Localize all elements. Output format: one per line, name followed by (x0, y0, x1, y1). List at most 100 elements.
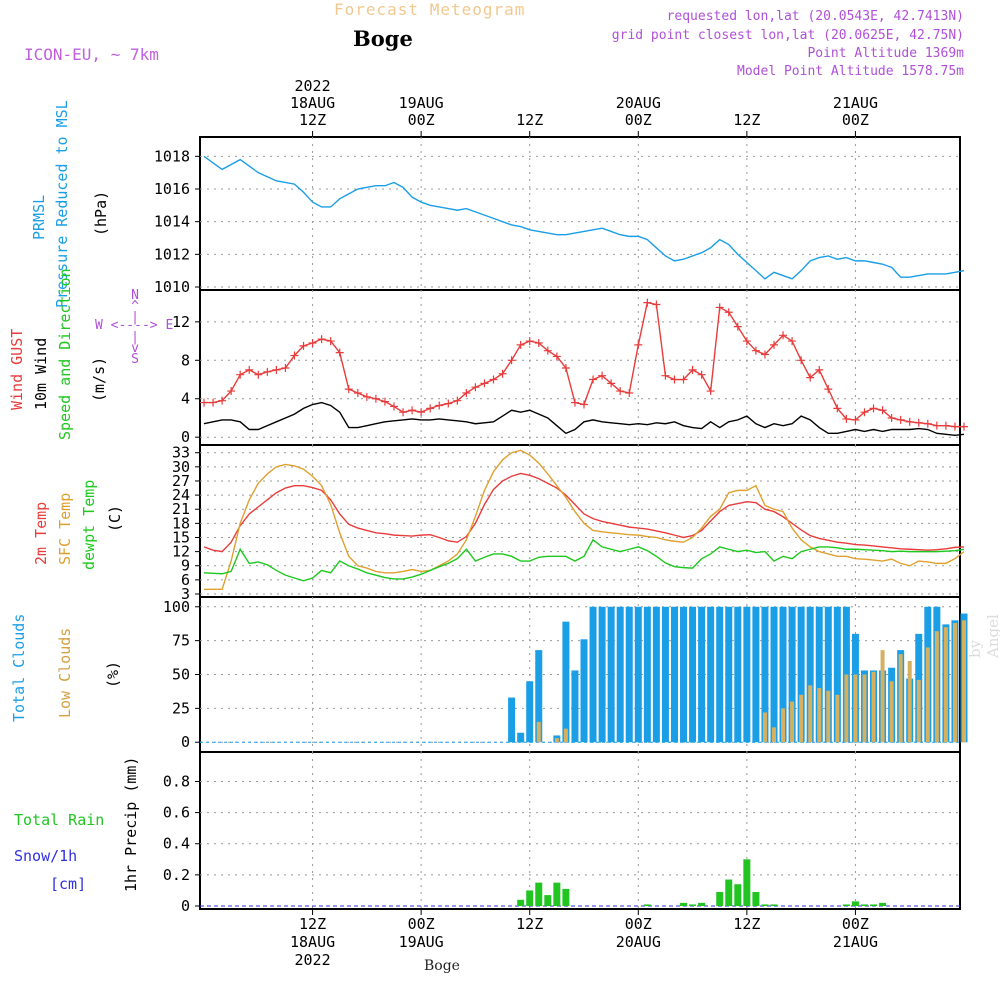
rain-bar (698, 902, 706, 906)
low-cloud-bar (772, 727, 776, 743)
time-tick-label-bottom: 20AUG (616, 933, 661, 951)
y-tick-label: 30 (172, 458, 190, 476)
y-tick-label: 1010 (154, 278, 190, 296)
gust-marker (236, 370, 245, 379)
time-tick-label-bottom: 18AUG (290, 933, 335, 951)
gust-marker (380, 397, 389, 406)
y-tick-label: 0.2 (163, 866, 190, 884)
gust-marker (706, 387, 715, 396)
rain-bar (643, 904, 651, 906)
y-tick-label: 18 (172, 514, 190, 532)
total-cloud-bar (725, 606, 733, 743)
gust-marker (598, 371, 607, 380)
gust-marker (607, 379, 616, 388)
y-tick-label: 25 (172, 699, 190, 717)
gust-marker (905, 417, 914, 426)
total-cloud-bar (661, 606, 669, 743)
low-cloud-bar (853, 674, 858, 743)
time-tick-label-top: 00Z (842, 111, 869, 129)
gust-marker (941, 421, 950, 430)
gust-marker (779, 331, 788, 340)
total-cloud-bar (779, 606, 787, 743)
gust-marker (923, 419, 932, 428)
requested-coords: requested lon,lat (20.0543E, 42.7413N) (666, 9, 964, 24)
gust-marker (254, 370, 263, 379)
gust-marker (914, 418, 923, 427)
low-cloud-bar (943, 627, 948, 743)
gust-marker (742, 337, 751, 346)
time-tick-label-top: 00Z (408, 111, 435, 129)
low-cloud-bar (762, 712, 767, 743)
compass-bar-top: | (131, 310, 139, 325)
gust-marker (670, 375, 679, 384)
rain-bar (517, 899, 525, 906)
time-tick-label-bottom: 19AUG (399, 933, 444, 951)
gust-marker (625, 388, 634, 397)
y-tick-label: 21 (172, 500, 190, 518)
y-tick-label: 33 (172, 444, 190, 462)
gust-marker (697, 370, 706, 379)
gust-marker (570, 398, 579, 407)
gust-marker (200, 398, 208, 407)
rain-bar (716, 891, 724, 906)
gust-marker (399, 408, 408, 417)
gust-marker (851, 415, 860, 424)
y-tick-label: 15 (172, 528, 190, 546)
time-tick-label-bottom: 12Z (516, 915, 543, 933)
time-tick-label-bottom: 00Z (625, 915, 652, 933)
y-tick-label: 27 (172, 472, 190, 490)
panel-frame (199, 444, 961, 598)
pressure-line (203, 155, 965, 280)
total-cloud-bar (517, 732, 525, 743)
gust-marker (272, 365, 281, 374)
total-cloud-bar (734, 606, 742, 743)
low-cloud-bar (952, 623, 957, 743)
y-tick-label: 6 (181, 571, 190, 589)
compass-s: S (131, 352, 139, 367)
rain-bar (680, 902, 688, 906)
gust-marker (362, 392, 371, 401)
y-tick-label: 0 (181, 733, 190, 751)
gust-marker (561, 363, 570, 372)
gust-marker (353, 388, 362, 397)
rain-bar (752, 891, 760, 906)
low-cloud-bar (808, 685, 813, 743)
rain-bar (743, 859, 751, 906)
gust-marker (290, 351, 299, 360)
model-name: ICON-EU, ~ 7km (24, 45, 159, 64)
gust-marker (227, 387, 236, 396)
y-tick-label: 0.4 (163, 835, 190, 853)
time-tick-label-top: 18AUG (290, 94, 335, 112)
gust-marker (498, 369, 507, 378)
time-tick-label-top: 12Z (733, 111, 760, 129)
total-cloud-bar (589, 606, 597, 743)
low-cloud-bar (898, 654, 903, 743)
y-tick-label: 0.6 (163, 804, 190, 822)
time-tick-label-top: 2022 (295, 77, 331, 95)
time-tick-label-bottom: 00Z (408, 915, 435, 933)
rain-bar (851, 901, 859, 906)
gust-marker (688, 365, 697, 374)
gust-marker (326, 337, 335, 346)
compass-up: ^ (131, 299, 139, 314)
y-tick-label: 100 (163, 598, 190, 616)
gust-marker (724, 308, 733, 317)
gust-marker (869, 404, 878, 413)
compass-left: <-- (110, 318, 135, 333)
gust-marker (878, 406, 887, 415)
compass-down: v (131, 341, 139, 356)
rain-bar (870, 904, 878, 906)
gust-marker (589, 375, 598, 384)
rain-bar (562, 888, 570, 906)
compass-bar-bottom: | (131, 330, 139, 345)
low-cloud-bar (880, 650, 885, 743)
time-tick-label-bottom: 21AUG (833, 933, 878, 951)
y-tick-label: 3 (181, 585, 190, 603)
gust-marker (489, 375, 498, 384)
low-cloud-bar (563, 728, 568, 743)
gust-marker (733, 322, 742, 331)
low-cloud-bar (871, 671, 876, 743)
temp-2m-line (203, 472, 965, 553)
gust-marker (932, 421, 941, 430)
